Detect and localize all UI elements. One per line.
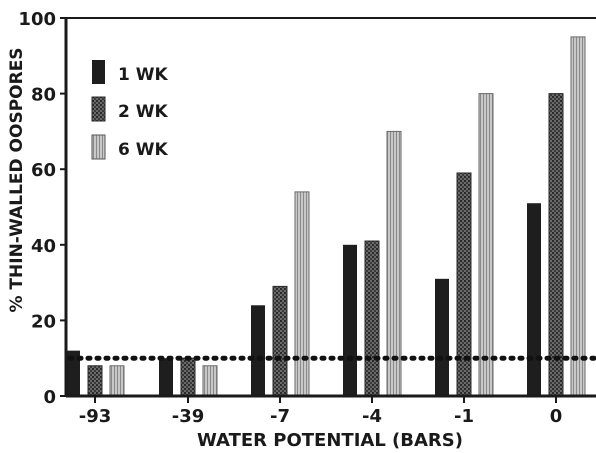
y-tick-label-1: 20 bbox=[31, 311, 56, 332]
y-tick-label-3: 60 bbox=[31, 160, 56, 181]
legend-swatch-1wk bbox=[92, 60, 105, 84]
bar-1-wk-4 bbox=[435, 278, 449, 396]
x-ticks-group: -93 -39 -7 -4 -1 0 bbox=[79, 396, 563, 427]
bar-1-wk-2 bbox=[251, 305, 265, 396]
x-tick-label-2: -7 bbox=[270, 406, 290, 427]
y-tick-label-0: 0 bbox=[43, 387, 56, 408]
x-axis-title: WATER POTENTIAL (BARS) bbox=[197, 430, 463, 451]
x-tick-label-3: -4 bbox=[362, 406, 382, 427]
bars-group bbox=[66, 36, 586, 397]
bar-6-wk-0 bbox=[109, 365, 125, 397]
bar-1-wk-0 bbox=[66, 350, 80, 396]
legend-label-2wk: 2 WK bbox=[118, 102, 168, 122]
bar-1-wk-1 bbox=[159, 358, 173, 396]
x-tick-label-1: -39 bbox=[172, 406, 205, 427]
bar-2-wk-5 bbox=[548, 93, 564, 397]
y-tick-label-2: 40 bbox=[31, 236, 56, 257]
x-tick-label-0: -93 bbox=[79, 406, 112, 427]
legend-swatch-6wk bbox=[91, 134, 106, 160]
bar-6-wk-2 bbox=[294, 191, 310, 397]
x-tick-label-5: 0 bbox=[550, 406, 563, 427]
bar-6-wk-4 bbox=[478, 93, 494, 397]
y-tick-label-4: 80 bbox=[31, 85, 56, 106]
bar-2-wk-2 bbox=[272, 285, 288, 397]
bar-6-wk-1 bbox=[202, 365, 218, 397]
bar-2-wk-4 bbox=[456, 172, 472, 397]
bar-2-wk-3 bbox=[364, 240, 380, 397]
y-tick-label-5: 100 bbox=[18, 9, 56, 30]
bar-2-wk-1 bbox=[180, 357, 196, 397]
y-ticks-group: 0 20 40 60 80 100 bbox=[18, 9, 66, 408]
legend-swatch-2wk bbox=[91, 96, 106, 122]
legend-label-1wk: 1 WK bbox=[118, 65, 168, 85]
bar-1-wk-5 bbox=[527, 203, 541, 396]
bar-2-wk-0 bbox=[87, 365, 103, 397]
legend-label-6wk: 6 WK bbox=[118, 140, 168, 160]
bar-1-wk-3 bbox=[343, 244, 357, 396]
x-tick-label-4: -1 bbox=[454, 406, 474, 427]
bar-6-wk-5 bbox=[570, 36, 586, 397]
legend: 1 WK 2 WK 6 WK bbox=[91, 60, 168, 160]
y-axis-title: % THIN-WALLED OOSPORES bbox=[7, 47, 27, 312]
